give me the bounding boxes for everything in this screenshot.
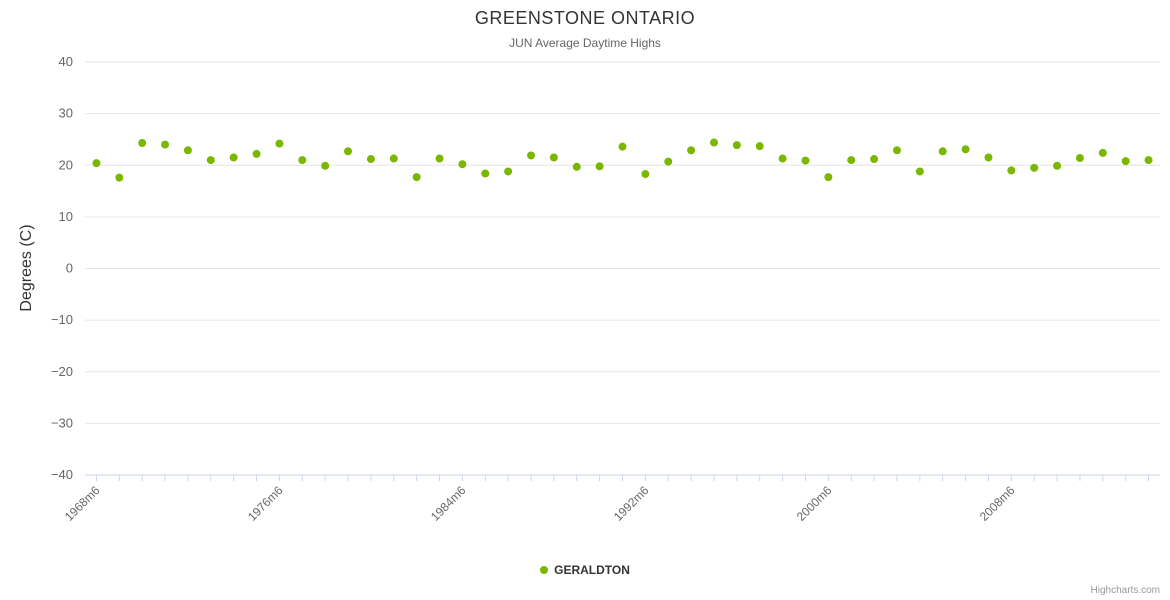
data-point[interactable]	[206, 156, 215, 165]
data-point[interactable]	[709, 138, 718, 147]
data-point[interactable]	[389, 154, 398, 163]
data-point[interactable]	[527, 151, 536, 160]
legend-marker-icon	[540, 566, 549, 574]
data-point[interactable]	[1030, 163, 1039, 172]
data-point[interactable]	[824, 173, 833, 182]
data-point[interactable]	[252, 149, 261, 158]
data-point[interactable]	[778, 154, 787, 163]
data-point[interactable]	[504, 167, 513, 176]
highcharts-credit[interactable]: Highcharts.com	[1090, 585, 1160, 596]
data-point[interactable]	[1075, 154, 1084, 163]
data-point[interactable]	[298, 156, 307, 165]
y-tick-label: 10	[59, 209, 73, 224]
data-point[interactable]	[229, 153, 238, 162]
legend-item-geraldton[interactable]: GERALDTON	[0, 563, 1170, 577]
data-point[interactable]	[938, 147, 947, 156]
data-point[interactable]	[481, 169, 490, 178]
x-tick-label: 1984m6	[428, 483, 469, 524]
data-point[interactable]	[1121, 157, 1130, 166]
data-point[interactable]	[664, 157, 673, 166]
data-point[interactable]	[847, 156, 856, 165]
data-point[interactable]	[92, 159, 101, 168]
data-point[interactable]	[412, 173, 421, 182]
data-point[interactable]	[115, 173, 124, 182]
data-point[interactable]	[1144, 156, 1153, 165]
data-point[interactable]	[892, 146, 901, 155]
data-point[interactable]	[984, 153, 993, 162]
data-point[interactable]	[1007, 166, 1016, 175]
x-tick-label: 2000m6	[794, 483, 835, 524]
data-point[interactable]	[344, 147, 353, 156]
data-point[interactable]	[915, 167, 924, 176]
data-point[interactable]	[138, 139, 147, 148]
data-point[interactable]	[549, 153, 558, 162]
data-point[interactable]	[366, 155, 375, 164]
data-point[interactable]	[618, 142, 627, 151]
x-tick-label: 1976m6	[245, 483, 286, 524]
data-point[interactable]	[321, 161, 330, 170]
y-tick-label: −30	[51, 415, 73, 430]
data-point[interactable]	[641, 170, 650, 179]
x-tick-label: 2008m6	[977, 483, 1018, 524]
y-tick-label: 40	[59, 54, 73, 69]
y-tick-label: 20	[59, 157, 73, 172]
data-point[interactable]	[458, 160, 467, 169]
legend-label: GERALDTON	[554, 563, 630, 577]
chart-title: GREENSTONE ONTARIO	[474, 8, 696, 28]
x-tick-label: 1968m6	[62, 483, 103, 524]
data-point[interactable]	[183, 146, 192, 155]
data-point[interactable]	[161, 140, 170, 149]
data-point[interactable]	[870, 155, 879, 164]
data-point[interactable]	[595, 162, 604, 171]
x-tick-label: 1992m6	[611, 483, 652, 524]
data-point[interactable]	[435, 154, 444, 163]
data-point[interactable]	[755, 142, 764, 151]
data-point[interactable]	[801, 156, 810, 165]
data-point[interactable]	[572, 162, 581, 171]
data-point[interactable]	[961, 145, 970, 154]
y-tick-label: 30	[59, 106, 73, 121]
y-tick-label: 0	[66, 261, 73, 276]
chart-subtitle: JUN Average Daytime Highs	[509, 36, 661, 50]
data-point[interactable]	[732, 141, 741, 150]
data-point[interactable]	[275, 139, 284, 148]
data-point[interactable]	[687, 146, 696, 155]
data-point[interactable]	[1053, 161, 1062, 170]
y-tick-label: −40	[51, 467, 73, 482]
y-tick-label: −20	[51, 364, 73, 379]
data-point[interactable]	[1098, 148, 1107, 157]
y-tick-label: −10	[51, 312, 73, 327]
